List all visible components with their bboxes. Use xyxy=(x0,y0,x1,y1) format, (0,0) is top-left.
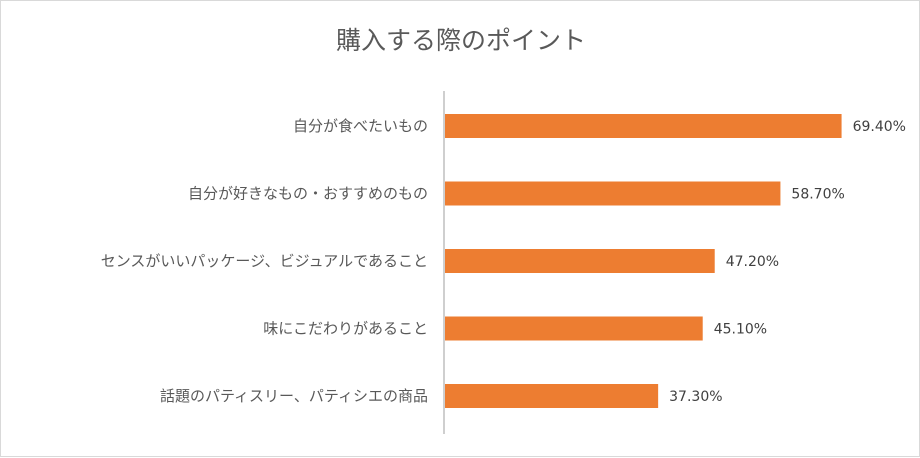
category-label-1: 自分が食べたいもの xyxy=(293,117,428,135)
value-label-3: 47.20% xyxy=(726,254,779,270)
bar-4 xyxy=(445,316,703,341)
bars-group: 自分が食べたいもの 69.40% 自分が好きなもの・おすすめのもの 58.70% センス… xyxy=(101,114,906,408)
category-label-5: 話題のパティスリー、パティシエの商品 xyxy=(160,387,428,405)
category-label-3: センスがいいパッケージ、ビジュアルであること xyxy=(101,252,428,270)
category-label-2: 自分が好きなもの・おすすめのもの xyxy=(188,185,428,203)
bar-3 xyxy=(445,249,715,273)
value-label-1: 69.40% xyxy=(853,119,906,135)
bar-5 xyxy=(445,384,659,408)
bar-1 xyxy=(445,114,842,138)
bar-2 xyxy=(445,181,781,206)
chart-title: 購入する際のポイント xyxy=(336,26,586,55)
value-label-4: 45.10% xyxy=(714,322,767,338)
value-label-2: 58.70% xyxy=(791,187,844,203)
value-label-5: 37.30% xyxy=(669,389,722,405)
category-label-4: 味にこだわりがあること xyxy=(263,320,428,338)
